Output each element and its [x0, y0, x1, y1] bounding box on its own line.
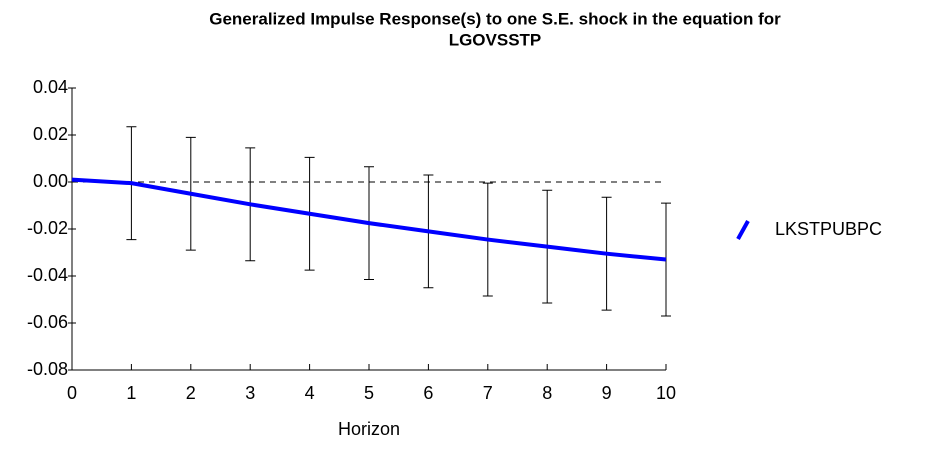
chart-title: Generalized Impulse Response(s) to one S… — [209, 9, 781, 28]
y-tick-label: -0.04 — [27, 265, 68, 285]
x-tick-label: 9 — [602, 383, 612, 403]
y-tick-label: -0.06 — [27, 312, 68, 332]
x-tick-label: 5 — [364, 383, 374, 403]
chart-title: LGOVSSTP — [449, 30, 542, 49]
legend-label: LKSTPUBPC — [775, 219, 882, 239]
x-tick-label: 4 — [305, 383, 315, 403]
y-tick-label: 0.04 — [33, 77, 68, 97]
x-tick-label: 6 — [423, 383, 433, 403]
x-axis-label: Horizon — [338, 419, 400, 439]
x-tick-label: 8 — [542, 383, 552, 403]
line-series — [71, 177, 667, 262]
y-tick-label: 0.02 — [33, 124, 68, 144]
y-tick-label: 0.00 — [33, 171, 68, 191]
y-tick-label: -0.08 — [27, 359, 68, 379]
x-tick-label: 7 — [483, 383, 493, 403]
x-tick-label: 3 — [245, 383, 255, 403]
x-tick-label: 0 — [67, 383, 77, 403]
x-tick-label: 2 — [186, 383, 196, 403]
x-tick-label: 10 — [656, 383, 676, 403]
legend-swatch — [736, 220, 750, 240]
y-tick-label: -0.02 — [27, 218, 68, 238]
x-tick-label: 1 — [126, 383, 136, 403]
